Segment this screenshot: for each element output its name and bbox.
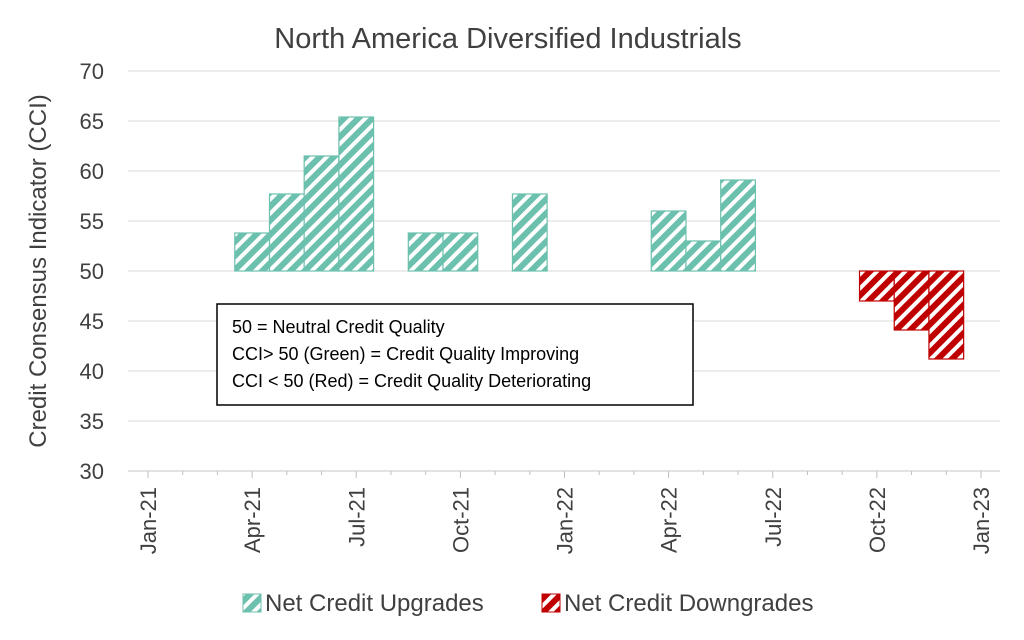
bar-upgrade [685, 240, 722, 272]
x-axis: Jan-21 Apr-21 Jul-21 Oct-21 Jan-22 Apr-22 Jul-… [128, 470, 1000, 554]
legend-label-downgrades: Net Credit Downgrades [564, 590, 813, 617]
y-axis-label: Credit Consensus Indicator (CCI) [25, 94, 52, 447]
bar-upgrade [303, 155, 340, 272]
bar-downgrade [858, 270, 895, 302]
y-tick-label: 50 [80, 259, 104, 284]
annotation-line-3: CCI < 50 (Red) = Credit Quality Deterior… [232, 371, 591, 391]
bar-upgrade [338, 116, 375, 272]
annotation-line-1: 50 = Neutral Credit Quality [232, 317, 445, 337]
annotation-frame [216, 303, 694, 406]
x-tick-label: Oct-22 [865, 487, 890, 553]
chart-title: North America Diversified Industrials [274, 23, 741, 55]
y-tick-label: 65 [80, 109, 104, 134]
bars [234, 116, 965, 360]
y-tick-label: 60 [80, 159, 104, 184]
y-axis-ticks: 30 35 40 45 50 55 60 65 70 [80, 59, 104, 484]
x-tick-label: Jul-22 [761, 487, 786, 547]
y-tick-label: 45 [80, 309, 104, 334]
bar-upgrade [511, 193, 548, 272]
y-tick-label: 30 [80, 459, 104, 484]
x-tick-label: Oct-21 [448, 487, 473, 553]
x-tick-label: Jan-23 [969, 487, 994, 554]
bar-upgrade [720, 179, 756, 272]
legend-swatch-upgrades [242, 593, 262, 613]
bar-upgrade [268, 193, 305, 272]
legend-swatch-downgrades [541, 593, 561, 613]
x-tick-label: Jan-21 [136, 487, 161, 554]
x-tick-label: Apr-22 [657, 487, 682, 553]
annotation-box: 50 = Neutral Credit Quality CCI> 50 (Gre… [216, 303, 694, 406]
x-tick-label: Jan-22 [553, 487, 578, 554]
bar-upgrade [234, 232, 271, 272]
legend-label-upgrades: Net Credit Upgrades [265, 590, 484, 617]
bar-downgrade [893, 270, 930, 331]
bar-upgrade [442, 232, 479, 272]
annotation-line-2: CCI> 50 (Green) = Credit Quality Improvi… [232, 344, 579, 364]
bar-upgrade [650, 210, 687, 272]
y-tick-label: 35 [80, 409, 104, 434]
y-tick-label: 40 [80, 359, 104, 384]
x-tick-label: Jul-21 [344, 487, 369, 547]
x-tick-label: Apr-21 [240, 487, 265, 553]
y-tick-label: 70 [80, 59, 104, 84]
bar-upgrade [407, 232, 444, 272]
legend: Net Credit Upgrades Net Credit Downgrade… [242, 590, 813, 617]
y-tick-label: 55 [80, 209, 104, 234]
bar-downgrade [928, 270, 965, 360]
